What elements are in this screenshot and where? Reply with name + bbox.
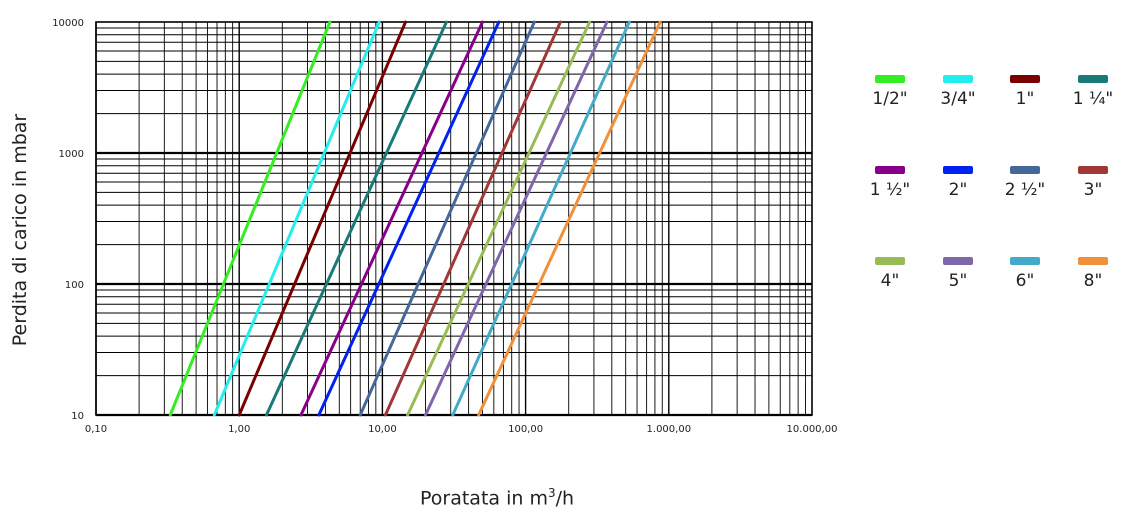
x-tick-label: 10.000,00	[787, 424, 838, 435]
legend-label: 1 ¼"	[1072, 89, 1114, 109]
legend-label: 6"	[1015, 271, 1035, 291]
x-tick-label: 100,00	[508, 424, 543, 435]
legend-item: 1 ½"	[860, 166, 920, 200]
legend-swatch	[875, 257, 905, 265]
series-line	[424, 20, 609, 417]
x-tick-label: 1.000,00	[647, 424, 692, 435]
legend-swatch	[943, 75, 973, 83]
x-axis-title-text: Poratata in m	[420, 487, 548, 510]
legend-label: 3"	[1083, 180, 1103, 200]
legend-item: 5"	[928, 257, 988, 291]
y-tick-label: 1000	[59, 149, 84, 160]
legend-swatch	[1078, 166, 1108, 174]
series-line	[477, 20, 662, 417]
x-tick-label: 1,00	[228, 424, 250, 435]
y-tick-label: 100	[65, 280, 84, 291]
series-line	[358, 20, 536, 417]
legend-label: 2"	[948, 180, 968, 200]
y-axis-title: Perdita di carico in mbar	[9, 113, 31, 347]
legend-label: 2 ½"	[1004, 180, 1046, 200]
series-line	[317, 20, 501, 417]
series-line	[212, 20, 381, 417]
legend-label: 3/4"	[940, 89, 976, 109]
legend-swatch	[1010, 166, 1040, 174]
legend-swatch	[875, 166, 905, 174]
legend-item: 6"	[995, 257, 1055, 291]
legend-item: 3/4"	[928, 75, 988, 109]
legend-item: 3"	[1063, 166, 1123, 200]
x-axis-title: Poratata in m3/h	[420, 486, 574, 509]
legend-label: 8"	[1083, 271, 1103, 291]
y-tick-label: 10	[71, 411, 84, 422]
legend-item: 2"	[928, 166, 988, 200]
legend-swatch	[943, 257, 973, 265]
legend-swatch	[1078, 75, 1108, 83]
x-axis-title-suffix: /h	[555, 487, 575, 510]
legend-label: 5"	[948, 271, 968, 291]
series-line	[383, 20, 562, 417]
x-tick-label: 10,00	[368, 424, 397, 435]
legend-item: 4"	[860, 257, 920, 291]
legend-swatch	[1010, 75, 1040, 83]
y-tick-label: 10000	[52, 18, 84, 29]
legend-swatch	[1078, 257, 1108, 265]
legend-item: 1"	[995, 75, 1055, 109]
legend-item: 1/2"	[860, 75, 920, 109]
series-line	[264, 20, 448, 417]
legend-item: 1 ¼"	[1063, 75, 1123, 109]
legend-label: 4"	[880, 271, 900, 291]
legend-item: 8"	[1063, 257, 1123, 291]
series-line	[237, 20, 408, 417]
x-tick-label: 0,10	[85, 424, 107, 435]
legend-label: 1 ½"	[869, 180, 911, 200]
legend-label: 1"	[1015, 89, 1035, 109]
legend-swatch	[1010, 257, 1040, 265]
legend-swatch	[943, 166, 973, 174]
legend-label: 1/2"	[872, 89, 908, 109]
series-line	[299, 20, 484, 417]
x-axis-title-superscript: 3	[547, 486, 556, 500]
series-line	[451, 20, 631, 417]
legend-swatch	[875, 75, 905, 83]
series-line	[168, 20, 332, 417]
legend-item: 2 ½"	[995, 166, 1055, 200]
series-line	[406, 20, 592, 417]
